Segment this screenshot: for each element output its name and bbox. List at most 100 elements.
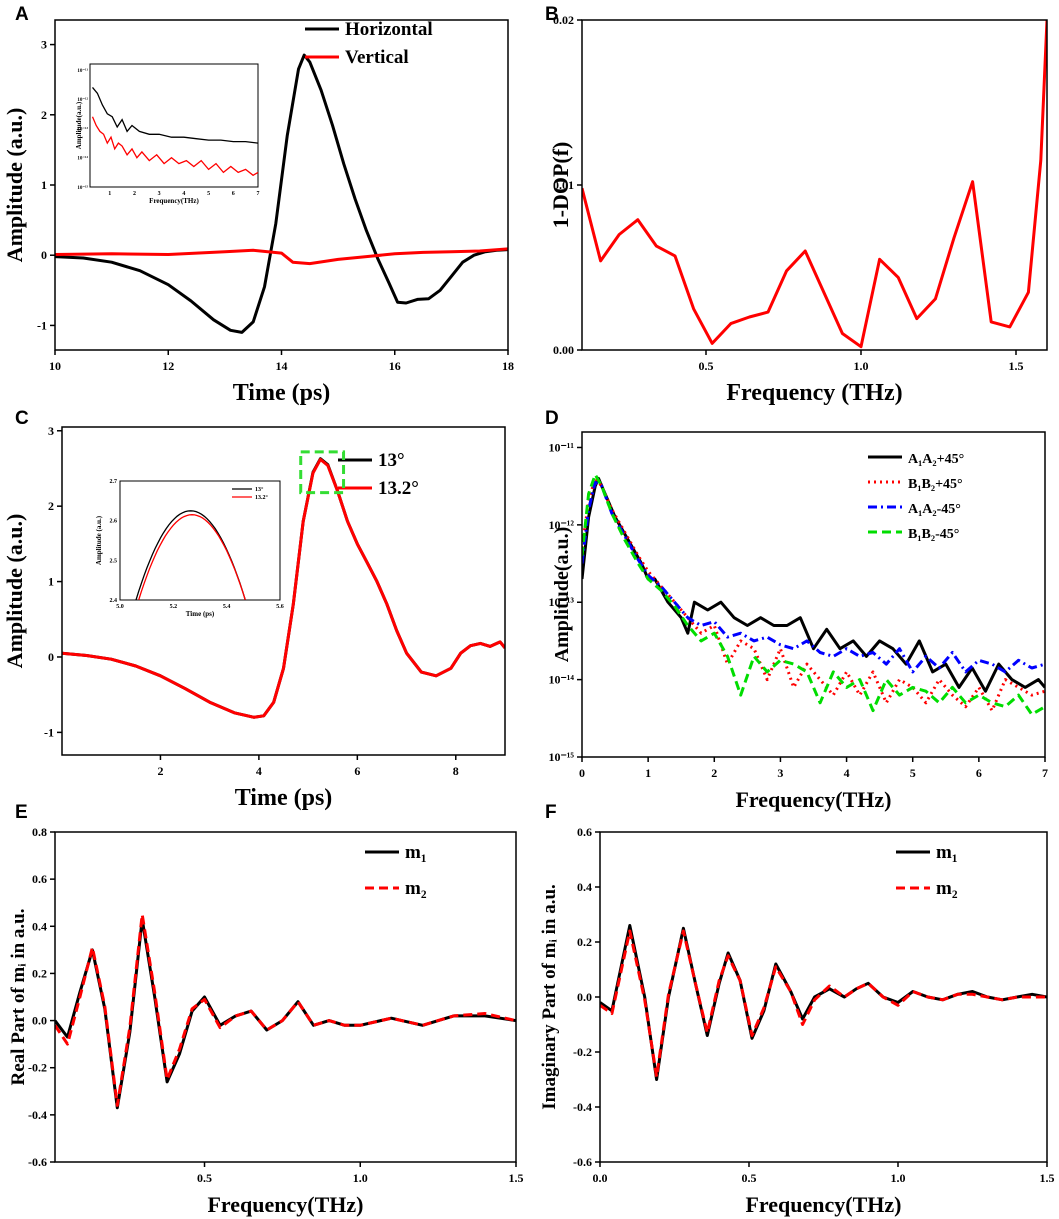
y-tick-label: 0.4	[577, 880, 592, 894]
series-line-0	[55, 53, 508, 334]
y-axis-title: Imaginary Part of mᵢ in a.u.	[539, 884, 560, 1110]
x-axis-title: Frequency(THz)	[207, 1192, 363, 1217]
x-axis-title: Frequency(THz)	[735, 787, 891, 812]
x-tick-label: 2	[157, 764, 163, 778]
legend: 13° 13.2°	[338, 450, 419, 499]
inset-x-tick-label: 2	[133, 191, 136, 197]
y-tick-label: 0.01	[553, 178, 574, 192]
panel-e: E 0.5 1.0 1.5 -0.6 -0.4 -0.2 0.0 0.2 0.4 0.6 0.8 Fre…	[8, 802, 524, 1217]
panel-b: B 0.5 1.0 1.5 0.00 0.01 0.02 Frequency (THz) 1-D…	[545, 4, 1048, 406]
inset-x-tick-label: 5	[207, 191, 210, 197]
plot-frame	[581, 19, 1048, 351]
y-tick-label: 2	[41, 108, 47, 122]
inset-series-line-1	[91, 116, 259, 177]
inset-x-tick-label: 6	[232, 191, 235, 197]
legend-label: Vertical	[345, 47, 409, 68]
y-tick-label: 10⁻¹⁴	[548, 673, 574, 687]
y-axis-title: 1-DOP(f)	[548, 142, 573, 229]
y-axis-title: Amplitude (a.u.)	[2, 108, 27, 263]
y-tick-label: 10⁻¹³	[548, 595, 574, 609]
inset-a: 1 2 3 4 5 6 7 10⁻¹¹ 10⁻¹² 10⁻¹³ 10⁻¹⁴ 10⁻¹⁵ Frequenc…	[75, 63, 260, 205]
y-axis-title: Real Part of mᵢ in a.u.	[8, 909, 29, 1086]
x-tick-label: 0.0	[593, 1171, 608, 1185]
inset-x-tick-label: 5.2	[170, 604, 178, 610]
inset-y-tick-label: 10⁻¹²	[77, 97, 88, 103]
x-tick-label: 18	[502, 359, 514, 373]
x-tick-label: 6	[976, 766, 982, 780]
x-tick-label: 14	[276, 359, 288, 373]
legend: A₁A₂+45° B₁B₂+45° A₁A₂-45° B₁B₂-45°	[868, 452, 964, 542]
inset-y-title: Amplitude (a.u.)	[95, 515, 103, 565]
x-axis-title: Frequency (THz)	[726, 380, 902, 406]
y-tick-label: 2	[48, 499, 54, 513]
inset-legend-label: 13.2°	[255, 494, 269, 501]
series-line-1	[582, 476, 1045, 713]
y-tick-label: 0.4	[32, 919, 47, 933]
inset-y-tick-label: 10⁻¹⁵	[77, 185, 88, 191]
y-tick-label: 0.0	[577, 990, 592, 1004]
series-line-0	[582, 476, 1045, 693]
x-tick-label: 16	[389, 359, 401, 373]
series-line-1	[600, 929, 1047, 1079]
series-line-1	[55, 913, 516, 1107]
legend-label: A₁A₂-45°	[908, 502, 961, 517]
x-tick-label: 6	[354, 764, 360, 778]
x-tick-label: 8	[453, 764, 459, 778]
x-tick-label: 1.0	[854, 359, 869, 373]
y-tick-label: 0.02	[553, 13, 574, 27]
inset-y-tick-label: 10⁻¹⁴	[77, 156, 88, 162]
x-tick-label: 4	[844, 766, 850, 780]
x-axis-title: Time (ps)	[235, 785, 333, 811]
series-group	[600, 924, 1047, 1081]
series-group	[582, 20, 1047, 349]
legend-label: 13.2°	[378, 478, 419, 499]
y-tick-label: 3	[48, 424, 54, 438]
inset-x-tick-label: 5.4	[223, 604, 231, 610]
inset-y-tick-label: 2.7	[110, 479, 118, 485]
legend-label: A₁A₂+45°	[908, 452, 964, 467]
y-tick-label: 10⁻¹²	[548, 518, 574, 532]
y-tick-label: 3	[41, 38, 47, 52]
x-tick-label: 0	[579, 766, 585, 780]
x-tick-label: 0.5	[699, 359, 714, 373]
legend: m₁ m₂	[896, 842, 958, 899]
series-line-2	[582, 480, 1045, 674]
inset-legend-label: 13°	[255, 486, 264, 493]
x-tick-label: 2	[711, 766, 717, 780]
y-tick-label: -1	[37, 318, 47, 332]
y-tick-label: 0.0	[32, 1014, 47, 1028]
y-axis-title: Amplitude (a.u.)	[2, 514, 27, 669]
y-tick-label: -0.4	[573, 1100, 592, 1114]
inset-y-tick-label: 10⁻¹¹	[77, 68, 88, 74]
y-tick-label: -0.2	[573, 1045, 592, 1059]
inset-c: 5.0 5.2 5.4 5.6 2.4 2.5 2.6 2.7 Time (ps) Amplitu…	[95, 479, 284, 618]
legend-label: m₁	[405, 842, 427, 863]
series-line-0	[582, 20, 1047, 349]
x-tick-label: 7	[1042, 766, 1048, 780]
x-tick-label: 12	[162, 359, 174, 373]
x-axis-title: Frequency(THz)	[745, 1192, 901, 1217]
y-tick-label: 0	[48, 650, 54, 664]
panel-letter: E	[15, 802, 28, 823]
inset-series-line-1	[138, 514, 246, 600]
inset-y-tick-label: 2.5	[110, 558, 118, 564]
series-line-0	[600, 924, 1047, 1081]
x-tick-label: 1.5	[1009, 359, 1024, 373]
inset-x-tick-label: 5.6	[276, 604, 284, 610]
panel-letter: D	[545, 408, 559, 429]
y-tick-label: -0.6	[573, 1155, 592, 1169]
inset-y-tick-label: 10⁻¹³	[77, 126, 88, 132]
inset-y-tick-label: 2.4	[110, 598, 118, 604]
series-group	[55, 913, 516, 1110]
plot-frame	[581, 431, 1046, 758]
y-tick-label: 0	[41, 248, 47, 262]
inset-x-tick-label: 3	[158, 191, 161, 197]
legend-label: B₁B₂-45°	[908, 527, 959, 542]
legend: m₁ m₂	[365, 842, 427, 899]
y-tick-label: 0.2	[32, 966, 47, 980]
x-tick-label: 0.5	[197, 1171, 212, 1185]
x-axis-title: Time (ps)	[233, 380, 331, 406]
